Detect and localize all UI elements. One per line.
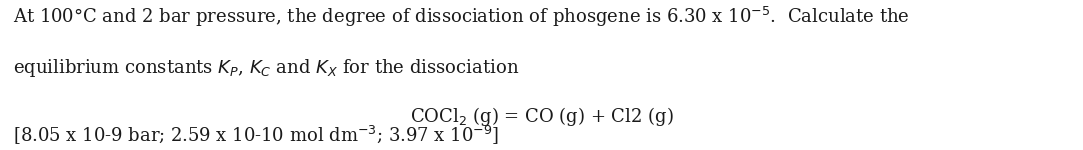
Text: At 100$\degree$C and 2 bar pressure, the degree of dissociation of phosgene is 6: At 100$\degree$C and 2 bar pressure, the… bbox=[13, 4, 910, 29]
Text: COCl$_2$ (g) = CO (g) + Cl2 (g): COCl$_2$ (g) = CO (g) + Cl2 (g) bbox=[409, 105, 674, 128]
Text: [8.05 x 10-9 bar; 2.59 x 10-10 mol dm$^{-3}$; 3.97 x 10$^{-9}$]: [8.05 x 10-9 bar; 2.59 x 10-10 mol dm$^{… bbox=[13, 124, 499, 147]
Text: equilibrium constants $\mathit{K}_\mathit{P}$, $\mathit{K}_\mathit{C}$ and $\mat: equilibrium constants $\mathit{K}_\mathi… bbox=[13, 57, 520, 79]
